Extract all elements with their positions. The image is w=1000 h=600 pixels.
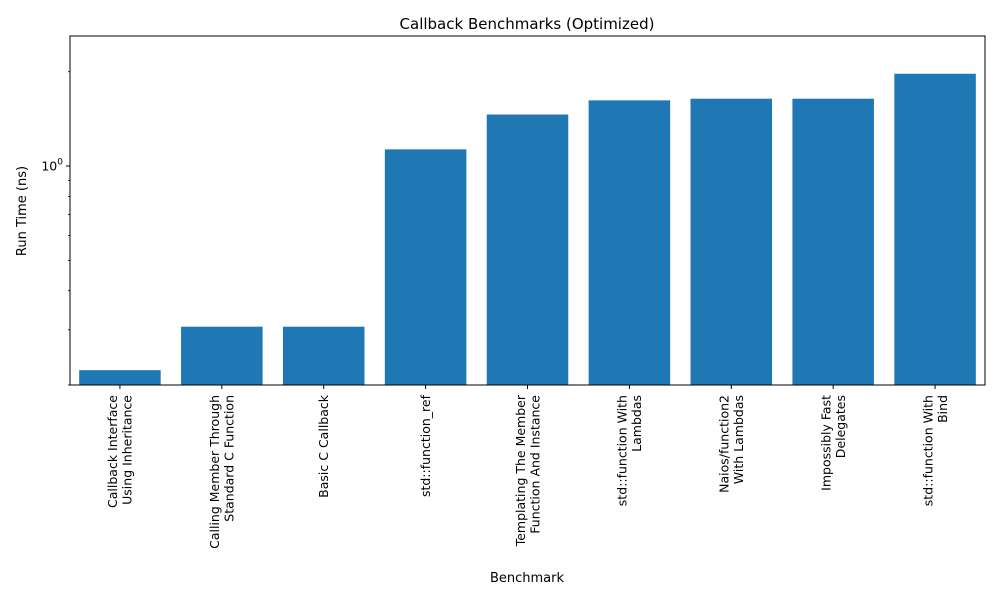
- plot-area-frame: [69, 35, 986, 386]
- x-tick-label-line: Delegates: [833, 395, 848, 458]
- x-tick-label-2: Basic C Callback: [316, 394, 331, 498]
- x-tick-label-line: Bind: [935, 395, 950, 423]
- x-tick-label-line: With Lambdas: [731, 395, 746, 484]
- x-tick-label-line: std::function With: [615, 395, 630, 506]
- bar-8: [894, 73, 976, 385]
- x-tick-label-line: Naios/function2: [717, 395, 732, 493]
- x-tick-label-0: Callback InterfaceUsing Inheritance: [105, 395, 134, 508]
- x-tick-label-8: std::function WithBind: [920, 395, 950, 506]
- x-tick-label-line: Using Inheritance: [120, 395, 135, 505]
- chart-title: Callback Benchmarks (Optimized): [400, 15, 655, 33]
- x-tick-label-line: Callback Interface: [105, 395, 120, 508]
- x-tick-label-line: std::function With: [920, 395, 935, 506]
- y-tick-label-0: 100: [41, 158, 63, 174]
- x-tick-label-line: Lambdas: [629, 395, 644, 452]
- bar-5: [588, 100, 671, 385]
- bars-group: [79, 73, 976, 385]
- x-tick-label-4: Templating The MemberFunction And Instan…: [513, 394, 543, 547]
- x-tick-label-5: std::function WithLambdas: [615, 395, 645, 506]
- bar-0: [79, 370, 161, 385]
- bar-3: [384, 149, 467, 385]
- x-tick-label-line: Standard C Function: [222, 395, 237, 522]
- x-tick-label-line: Function And Instance: [527, 395, 542, 534]
- bar-1: [181, 326, 263, 385]
- x-tick-label-line: Calling Member Through: [207, 395, 222, 549]
- x-tick-label-7: Impossibly FastDelegates: [818, 395, 848, 491]
- y-tick-base: 10: [41, 159, 57, 174]
- x-tick-label-1: Calling Member ThroughStandard C Functio…: [207, 395, 237, 549]
- bar-7: [792, 98, 874, 385]
- x-tick-label-line: std::function_ref: [418, 394, 433, 497]
- x-tick-label-line: Impossibly Fast: [818, 395, 833, 491]
- bar-4: [486, 114, 569, 385]
- x-tick-label-6: Naios/function2With Lambdas: [717, 395, 747, 493]
- bar-2: [282, 326, 365, 385]
- bar-6: [690, 98, 773, 385]
- x-ticks-group: Callback InterfaceUsing Inheritance Calli…: [105, 385, 950, 549]
- y-tick-exponent: 0: [57, 158, 63, 168]
- y-ticks-group: 100: [41, 71, 70, 386]
- x-axis-label: Benchmark: [490, 571, 565, 586]
- x-tick-label-line: Basic C Callback: [316, 394, 331, 498]
- y-axis-label: Run Time (ns): [15, 166, 30, 256]
- x-tick-label-3: std::function_ref: [418, 394, 433, 497]
- x-tick-label-line: Templating The Member: [513, 394, 528, 547]
